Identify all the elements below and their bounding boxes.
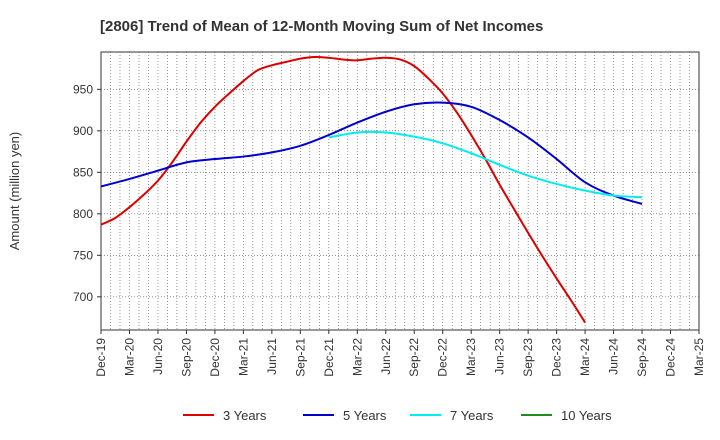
x-tick-label: Jun-23 (493, 338, 507, 375)
x-tick-label: Jun-24 (607, 338, 621, 375)
plot-border (100, 51, 700, 331)
series-line-7-years (328, 130, 643, 199)
x-tick-label: Mar-23 (464, 338, 478, 376)
x-tick-label: Sep-22 (407, 338, 421, 377)
y-tick-label: 800 (73, 207, 93, 221)
y-tick-label: 900 (73, 124, 93, 138)
x-tick-label: Mar-24 (578, 338, 592, 376)
x-tick-label: Sep-23 (521, 338, 535, 377)
legend-label-7-years: 7 Years (450, 408, 494, 423)
x-tick-label: Mar-22 (350, 338, 364, 376)
x-tick-label: Mar-25 (692, 338, 706, 376)
x-tick-label: Dec-23 (550, 338, 564, 377)
x-tick-label: Mar-21 (236, 338, 250, 376)
x-tick-label: Jun-20 (151, 338, 165, 375)
legend-label-10-years: 10 Years (561, 408, 612, 423)
x-tick-label: Dec-21 (322, 338, 336, 377)
plot-area: 700 750 800 850 900 950 Dec-19 Mar-20 Jun-20 Sep-… (73, 51, 706, 377)
x-tick-label: Dec-24 (664, 338, 678, 377)
legend-label-3-years: 3 Years (223, 408, 267, 423)
y-axis-label: Amount (million yen) (7, 132, 22, 251)
x-tick-label: Mar-20 (122, 338, 136, 376)
series-line-5-years (100, 101, 643, 205)
x-tick-label: Dec-20 (208, 338, 222, 377)
series-line-3-years (100, 55, 586, 324)
legend: 3 Years 5 Years 7 Years 10 Years (183, 408, 612, 423)
x-tick-label: Jun-22 (379, 338, 393, 375)
x-tick-label: Dec-19 (94, 338, 108, 377)
y-tick-label: 850 (73, 165, 93, 179)
x-tick-label: Sep-24 (635, 338, 649, 377)
x-tick-label: Sep-20 (179, 338, 193, 377)
legend-label-5-years: 5 Years (343, 408, 387, 423)
x-tick-label: Sep-21 (293, 338, 307, 377)
y-tick-label: 950 (73, 82, 93, 96)
chart-title: [2806] Trend of Mean of 12-Month Moving … (100, 18, 543, 35)
y-tick-label: 750 (73, 248, 93, 262)
x-tick-label: Jun-21 (265, 338, 279, 375)
x-tick-label: Dec-22 (436, 338, 450, 377)
y-tick-label: 700 (73, 290, 93, 304)
